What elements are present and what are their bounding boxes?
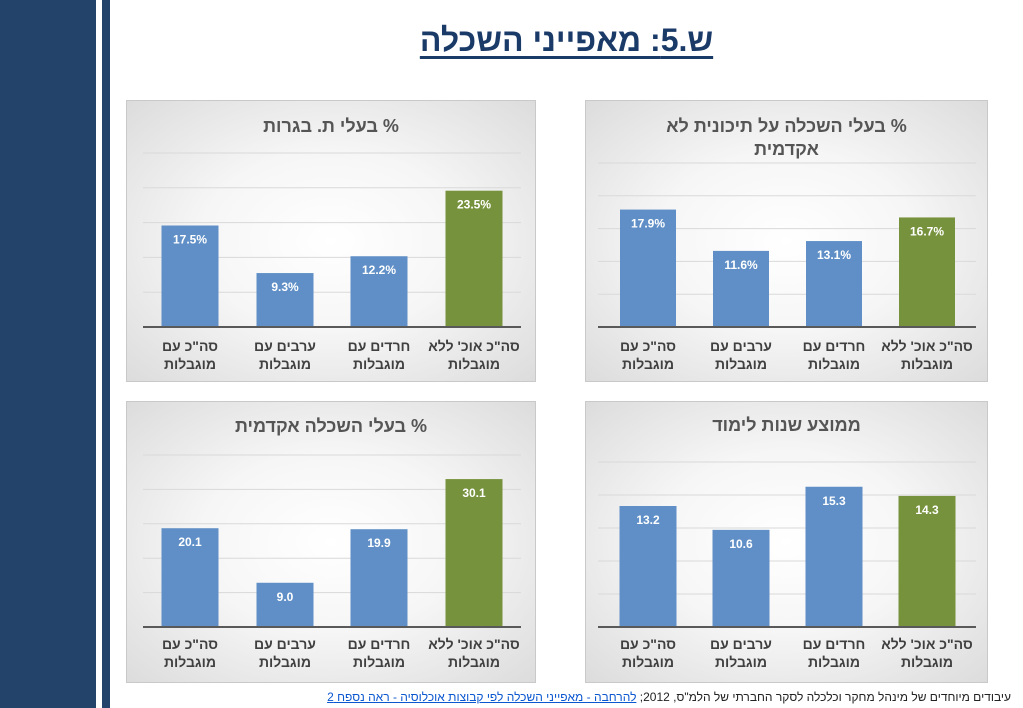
category-label: ערבים עם [254, 636, 316, 652]
bar [898, 495, 956, 627]
data-label: 16.7% [910, 224, 944, 238]
chart-title: % בעלי ת. בגרות [263, 116, 399, 136]
footer-text: עיבודים מיוחדים של מינהל מחקר וכלכלה לסק… [639, 690, 1011, 704]
category-label: מוגבלות [164, 654, 216, 670]
data-label: 10.6 [729, 537, 753, 551]
appendix-link[interactable]: להרחבה - מאפייני השכלה לפי קבוצות אוכלוס… [327, 690, 637, 704]
data-label: 30.1 [462, 486, 486, 500]
data-label: 14.3 [915, 503, 939, 517]
category-label: מוגבלות [715, 356, 767, 372]
data-label: 12.2% [362, 263, 396, 277]
data-label: 9.0 [277, 590, 294, 604]
bar [806, 241, 862, 327]
category-label: ערבים עם [710, 636, 772, 652]
category-label: מוגבלות [901, 654, 953, 670]
category-label: מוגבלות [622, 356, 674, 372]
category-label: מוגבלות [259, 356, 311, 372]
category-label: מוגבלות [901, 356, 953, 372]
bar [256, 582, 314, 627]
bar [620, 209, 676, 327]
chart-title: % בעלי השכלה על תיכונית לא אקדמית [666, 116, 907, 159]
data-label: 19.9 [367, 536, 391, 550]
category-label: סה"כ אוכ' ללא [428, 636, 520, 652]
page-title: ש.5: מאפייני השכלה [419, 22, 714, 58]
data-label: 23.5% [457, 198, 491, 212]
sidebar-stripe [102, 0, 110, 708]
category-label: סה"כ עם [162, 636, 218, 652]
bar [445, 190, 503, 327]
category-label: מוגבלות [715, 654, 767, 670]
bar [712, 529, 770, 627]
category-label: סה"כ אוכ' ללא [881, 636, 973, 652]
bar [713, 250, 769, 327]
chart-svg: 20.1 9.0 19.9 30.1 סה"כ עם מוגבלות ערבים עם מוג… [143, 454, 521, 670]
bar [805, 486, 863, 627]
source-footnote: עיבודים מיוחדים של מינהל מחקר וכלכלה לסק… [327, 690, 1011, 704]
category-label: סה"כ עם [620, 636, 676, 652]
data-label: 20.1 [178, 535, 202, 549]
category-label: סה"כ עם [620, 338, 676, 354]
category-label: ערבים עם [710, 338, 772, 354]
category-label: ערבים עם [254, 338, 316, 354]
data-label: 17.5% [173, 233, 207, 247]
category-label: מוגבלות [353, 356, 405, 372]
sidebar-band [0, 0, 96, 708]
chart-panel-bagrut: % בעלי ת. בגרות 17.5% 9.3% 12.2% 23.5% סה"כ … [126, 100, 536, 382]
category-label: חרדים עם [348, 338, 411, 354]
data-label: 13.1% [817, 248, 851, 262]
bar [161, 225, 219, 327]
category-label: סה"כ אוכ' ללא [881, 338, 973, 354]
category-label: מוגבלות [808, 654, 860, 670]
chart-svg: 17.9% 11.6% 13.1% 16.7% סה"כ עם מוגבלות ערבים … [598, 162, 976, 372]
category-label: סה"כ עם [162, 338, 218, 354]
category-label: חרדים עם [348, 636, 411, 652]
data-label: 13.2 [636, 513, 660, 527]
chart-svg: 17.5% 9.3% 12.2% 23.5% סה"כ עם מוגבלות ערבים ע… [143, 152, 521, 372]
category-label: מוגבלות [448, 654, 500, 670]
bar [256, 273, 314, 327]
data-label: 17.9% [631, 217, 665, 231]
data-label: 11.6% [724, 258, 758, 272]
category-label: מוגבלות [259, 654, 311, 670]
bar [350, 256, 408, 327]
chart-title: % בעלי השכלה אקדמית [234, 416, 428, 436]
bar [350, 529, 408, 627]
data-label: 15.3 [822, 494, 846, 508]
category-label: מוגבלות [622, 654, 674, 670]
bar [445, 479, 503, 627]
chart-panel-academic: % בעלי השכלה אקדמית 20.1 9.0 19.9 30.1 סה"כ … [126, 401, 536, 683]
category-label: חרדים עם [803, 636, 866, 652]
chart-svg: 13.2 10.6 15.3 14.3 סה"כ עם מוגבלות ערבים עם מו… [598, 461, 976, 670]
chart-panel-post-secondary: % בעלי השכלה על תיכונית לא אקדמית 17.9% 1… [585, 100, 988, 382]
category-label: סה"כ אוכ' ללא [428, 338, 520, 354]
chart-title: ממוצע שנות לימוד [712, 415, 861, 435]
category-label: מוגבלות [808, 356, 860, 372]
data-label: 9.3% [271, 280, 299, 294]
bar [619, 506, 677, 627]
category-label: מוגבלות [353, 654, 405, 670]
category-label: מוגבלות [448, 356, 500, 372]
category-label: מוגבלות [164, 356, 216, 372]
bar [899, 217, 955, 327]
category-label: חרדים עם [803, 338, 866, 354]
bar [161, 528, 219, 627]
chart-panel-years-of-study: ממוצע שנות לימוד 13.2 10.6 15.3 14.3 סה"כ עם… [585, 401, 988, 683]
